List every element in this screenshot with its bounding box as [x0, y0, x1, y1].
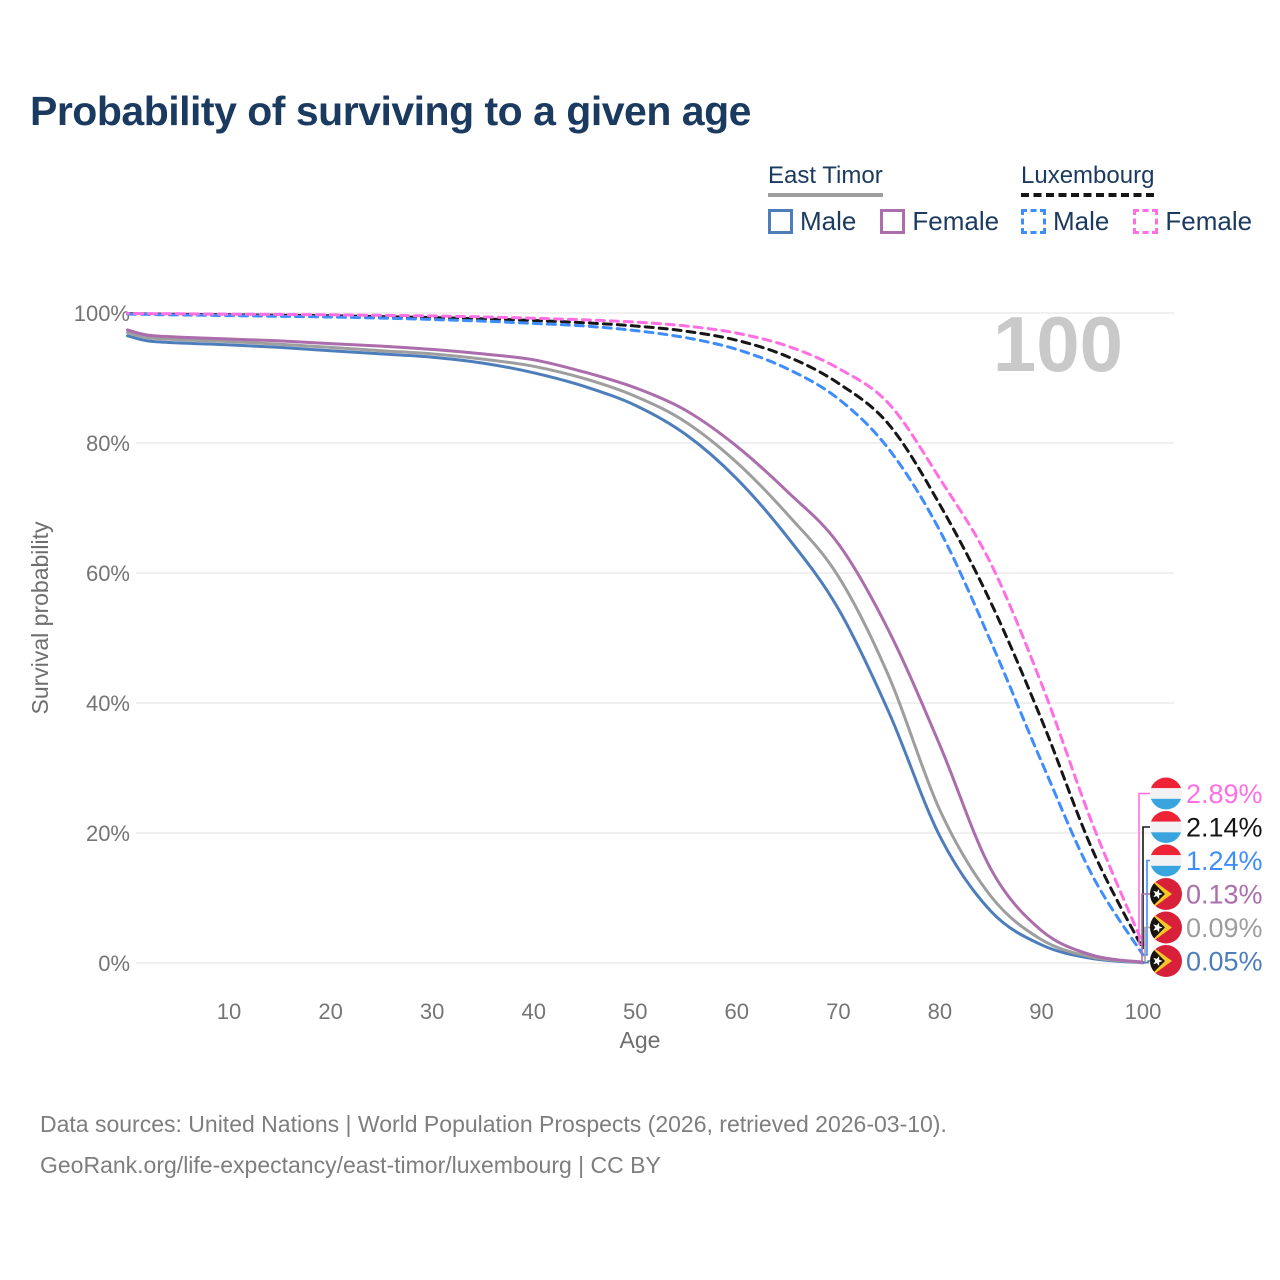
y-tick-label: 60%	[86, 561, 130, 586]
east-timor-male-checkbox[interactable]	[768, 209, 793, 234]
end-value-label-et-male: 0.05%	[1186, 947, 1263, 977]
east-timor-female-checkbox[interactable]	[880, 209, 906, 234]
luxembourg-male-checkbox[interactable]	[1021, 209, 1046, 234]
curve-et-female	[126, 328, 1145, 964]
x-tick-label: 80	[928, 999, 952, 1024]
legend-item-east-timor-male[interactable]: Male	[768, 206, 856, 237]
x-tick-label: 50	[623, 999, 647, 1024]
y-tick-label: 80%	[86, 431, 130, 456]
flag-east-timor-icon	[1150, 878, 1182, 910]
end-value-label-et-total: 0.09%	[1186, 913, 1263, 943]
curve-lux-total	[126, 312, 1145, 951]
end-labels: 2.89% 2.14%1.24% 0.13%0.09% 0.05%	[1138, 777, 1263, 977]
curve-et-total	[126, 331, 1145, 964]
luxembourg-female-checkbox[interactable]	[1133, 209, 1159, 234]
leader-line-et-female	[1141, 893, 1150, 963]
legend-label: Female	[1165, 206, 1253, 236]
x-tick-label: 40	[521, 999, 545, 1024]
leader-line-lux-male	[1143, 859, 1150, 956]
y-tick-label: 0%	[98, 951, 130, 976]
footer-url-line: GeoRank.org/life-expectancy/east-timor/l…	[40, 1152, 661, 1178]
chart-footer: Data sources: United Nations | World Pop…	[40, 1104, 947, 1186]
end-value-label-lux-total: 2.14%	[1186, 813, 1263, 843]
y-tick-label: 20%	[86, 821, 130, 846]
legend-country-luxembourg: Luxembourg	[1021, 162, 1155, 197]
curve-et-male	[126, 334, 1145, 965]
end-value-label-lux-female: 2.89%	[1186, 779, 1263, 809]
legend-item-luxembourg-male[interactable]: Male	[1021, 206, 1109, 237]
curves	[126, 311, 1145, 965]
end-value-label-lux-male: 1.24%	[1186, 846, 1263, 876]
x-tick-label: 60	[725, 999, 749, 1024]
end-value-label-et-female: 0.13%	[1186, 880, 1263, 910]
x-tick-label: 30	[420, 999, 444, 1024]
legend-label: Male	[800, 206, 857, 236]
flag-luxembourg-icon	[1150, 777, 1182, 810]
legend-country-east-timor: East Timor	[768, 162, 883, 197]
flag-east-timor-icon	[1150, 945, 1182, 977]
flag-luxembourg-icon	[1150, 811, 1182, 843]
y-tick-label: 40%	[86, 691, 130, 716]
curve-lux-female	[126, 311, 1145, 946]
legend-label: Female	[912, 206, 1000, 236]
flag-luxembourg-icon	[1150, 844, 1182, 877]
leader-line-lux-female	[1138, 792, 1150, 945]
curve-lux-male	[126, 312, 1145, 957]
age-watermark: 100	[993, 300, 1123, 388]
y-axis-title: Survival probability	[27, 521, 53, 715]
x-tick-label: 100	[1125, 999, 1162, 1024]
legend-group-luxembourg: Luxembourg Male Female	[1021, 162, 1252, 237]
y-tick-label: 100%	[74, 301, 130, 326]
legend-item-luxembourg-female[interactable]: Female	[1133, 206, 1252, 237]
leader-line-lux-total	[1142, 826, 1150, 950]
leader-line-et-male	[1143, 960, 1150, 964]
x-tick-label: 10	[217, 999, 241, 1024]
legend-group-east-timor: East Timor Male Female	[768, 162, 999, 237]
y-axis: 0% 20% 40% 60% 80% 100%	[74, 301, 1174, 976]
flag-east-timor-icon	[1150, 911, 1182, 944]
legend-label: Male	[1053, 206, 1110, 236]
page-title: Probability of surviving to a given age	[30, 88, 751, 134]
x-axis-title: Age	[620, 1027, 661, 1053]
x-axis: 10 20 30 40 50 60 70 80 90 100 Age	[217, 999, 1162, 1053]
legend-item-east-timor-female[interactable]: Female	[880, 206, 999, 237]
x-tick-label: 90	[1029, 999, 1053, 1024]
x-tick-label: 70	[826, 999, 850, 1024]
x-tick-label: 20	[318, 999, 342, 1024]
footer-source-line: Data sources: United Nations | World Pop…	[40, 1111, 947, 1137]
